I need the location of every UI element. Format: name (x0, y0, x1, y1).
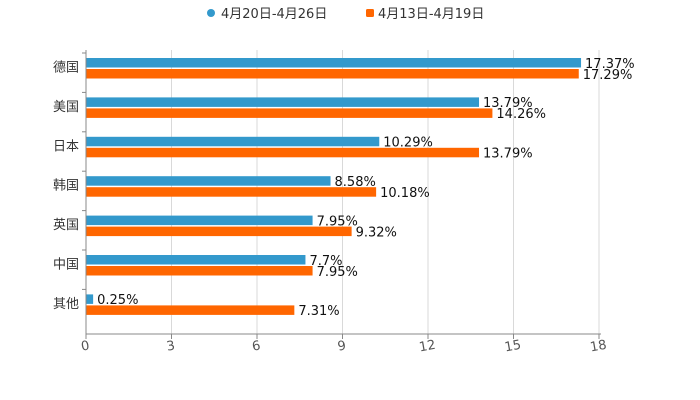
category-label: 英国 (53, 218, 79, 233)
category-label: 中国 (53, 258, 79, 273)
bar-series-1 (86, 294, 94, 304)
category-label: 日本 (53, 139, 79, 154)
bar-series-2 (86, 108, 493, 118)
tick-label: 18 (589, 338, 608, 356)
legend-marker-series-1 (207, 9, 215, 17)
bar-series-1 (86, 58, 582, 68)
bar-series-2 (86, 187, 377, 197)
data-labels: 17.37%17.29%13.79%14.26%10.29%13.79%8.58… (97, 57, 634, 319)
bar-series-2 (86, 69, 579, 79)
bar-series-2 (86, 226, 352, 237)
data-label: 10.29% (383, 136, 433, 151)
tick-label: 0 (80, 338, 91, 354)
bar-series-2 (86, 266, 313, 276)
bar-series-1 (86, 136, 380, 147)
category-label: 其他 (53, 297, 79, 312)
bar-series-2 (86, 147, 480, 158)
tick-label: 3 (166, 338, 177, 354)
tick-label: 12 (418, 338, 437, 356)
tick-label: 9 (337, 338, 348, 354)
bar-series-2 (86, 305, 295, 315)
bars (86, 58, 582, 315)
data-label: 0.25% (97, 293, 138, 308)
legend-marker-series-2 (366, 9, 374, 17)
data-label: 7.31% (298, 304, 339, 319)
data-label: 13.79% (483, 147, 533, 162)
tick-label: 15 (503, 338, 522, 356)
data-label: 8.58% (335, 175, 376, 190)
data-label: 13.79% (483, 96, 533, 111)
legend-label-series-1: 4月20日-4月26日 (221, 7, 327, 22)
category-label: 美国 (53, 100, 79, 115)
category-label: 韩国 (53, 179, 79, 194)
data-label: 17.29% (583, 68, 633, 83)
tick-labels: 0 3 6 9 12 15 18 (80, 338, 608, 356)
data-label: 7.7% (309, 254, 342, 269)
legend: 4月20日-4月26日 4月13日-4月19日 (207, 7, 484, 22)
data-label: 7.95% (317, 265, 358, 280)
data-label: 9.32% (356, 225, 397, 240)
data-label: 10.18% (380, 186, 430, 201)
bar-series-1 (86, 176, 331, 186)
data-label: 17.37% (585, 57, 635, 72)
category-label: 德国 (53, 61, 79, 76)
data-label: 14.26% (496, 107, 546, 122)
axes (82, 50, 601, 339)
bar-series-1 (86, 255, 306, 265)
tick-label: 6 (251, 338, 262, 354)
data-label: 7.95% (317, 214, 358, 229)
legend-label-series-2: 4月13日-4月19日 (378, 7, 484, 22)
bar-series-1 (86, 215, 313, 226)
bar-series-1 (86, 97, 480, 107)
